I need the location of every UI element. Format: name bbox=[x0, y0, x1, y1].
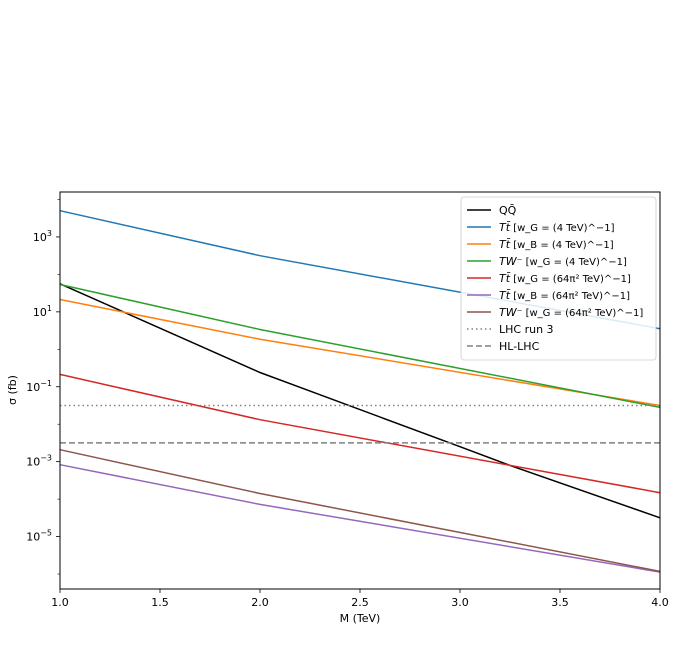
x-tick-label: 4.0 bbox=[651, 596, 669, 609]
legend-label-prefix: HL-LHC bbox=[499, 340, 540, 353]
legend-label: LHC run 3 bbox=[499, 323, 554, 336]
x-tick-label: 3.5 bbox=[551, 596, 569, 609]
legend-label-bracket: [w_G = (64π² TeV)^−1] bbox=[510, 274, 631, 285]
y-axis-label: σ (fb) bbox=[6, 375, 19, 405]
x-tick-label: 2.0 bbox=[251, 596, 269, 609]
legend-label-prefix: Tt̄ bbox=[499, 221, 511, 234]
legend-label: TW⁻ [w_G = (64π² TeV)^−1] bbox=[499, 306, 643, 319]
y-tick-exponent: 3 bbox=[47, 229, 52, 238]
legend-label: Tt̄ [w_G = (4 TeV)^−1] bbox=[499, 221, 615, 234]
y-tick-label: 101 bbox=[33, 304, 52, 319]
x-axis-ticks: 1.0 1.5 2.0 2.5 3.0 3.5 4.0 bbox=[51, 589, 669, 609]
x-axis-label: M (TeV) bbox=[340, 612, 381, 625]
legend-label-prefix: Tt̄ bbox=[499, 272, 511, 285]
legend-label: Tt̄ [w_B = (4 TeV)^−1] bbox=[499, 238, 614, 251]
legend-label-bracket: [w_G = (4 TeV)^−1] bbox=[510, 223, 615, 234]
legend-label-prefix: Tt̄ bbox=[499, 238, 511, 251]
legend-label: Tt̄ [w_B = (64π² TeV)^−1] bbox=[499, 289, 630, 302]
y-tick-exponent: 1 bbox=[47, 304, 52, 313]
legend-label-prefix: QQ̄ bbox=[499, 204, 517, 217]
x-tick-label: 1.0 bbox=[51, 596, 69, 609]
series-line-5 bbox=[59, 373, 661, 494]
series-line-6 bbox=[59, 463, 661, 573]
y-tick-base: 10 bbox=[33, 231, 47, 244]
legend-label-prefix: Tt̄ bbox=[499, 289, 511, 302]
x-tick-label: 2.5 bbox=[351, 596, 369, 609]
legend-label-bracket: [w_B = (64π² TeV)^−1] bbox=[510, 291, 630, 302]
series-line-4 bbox=[59, 283, 661, 409]
y-tick-label: 103 bbox=[33, 229, 52, 244]
y-tick-base: 10 bbox=[26, 456, 40, 469]
y-tick-label: 10−5 bbox=[26, 529, 52, 544]
y-tick-label: 10−3 bbox=[26, 454, 52, 469]
y-tick-base: 10 bbox=[33, 306, 47, 319]
legend-label-prefix: TW⁻ bbox=[499, 306, 523, 319]
legend-label-bracket: [w_B = (4 TeV)^−1] bbox=[510, 240, 614, 251]
y-tick-exponent: −1 bbox=[40, 379, 52, 388]
series-layer bbox=[59, 209, 661, 573]
y-tick-exponent: −5 bbox=[40, 529, 52, 538]
y-tick-label: 10−1 bbox=[26, 379, 52, 394]
legend-label-bracket: [w_G = (4 TeV)^−1] bbox=[522, 257, 627, 268]
legend-label-bracket: [w_G = (64π² TeV)^−1] bbox=[522, 308, 643, 319]
y-tick-base: 10 bbox=[26, 381, 40, 394]
x-tick-label: 1.5 bbox=[151, 596, 169, 609]
legend-label: TW⁻ [w_G = (4 TeV)^−1] bbox=[499, 255, 627, 268]
legend-box bbox=[460, 196, 657, 361]
legend-label: HL-LHC bbox=[499, 340, 540, 353]
legend-label-prefix: LHC run 3 bbox=[499, 323, 554, 336]
x-tick-label: 3.0 bbox=[451, 596, 469, 609]
series-line-3 bbox=[59, 298, 661, 407]
series-line-7 bbox=[59, 448, 661, 573]
legend: QQ̄Tt̄ [w_G = (4 TeV)^−1]Tt̄ [w_B = (4 T… bbox=[460, 196, 657, 361]
y-tick-exponent: −3 bbox=[40, 454, 52, 463]
legend-label: Tt̄ [w_G = (64π² TeV)^−1] bbox=[499, 272, 631, 285]
series-line-1 bbox=[59, 283, 661, 519]
y-tick-base: 10 bbox=[26, 531, 40, 544]
legend-label: QQ̄ bbox=[499, 204, 517, 217]
legend-label-prefix: TW⁻ bbox=[499, 255, 523, 268]
